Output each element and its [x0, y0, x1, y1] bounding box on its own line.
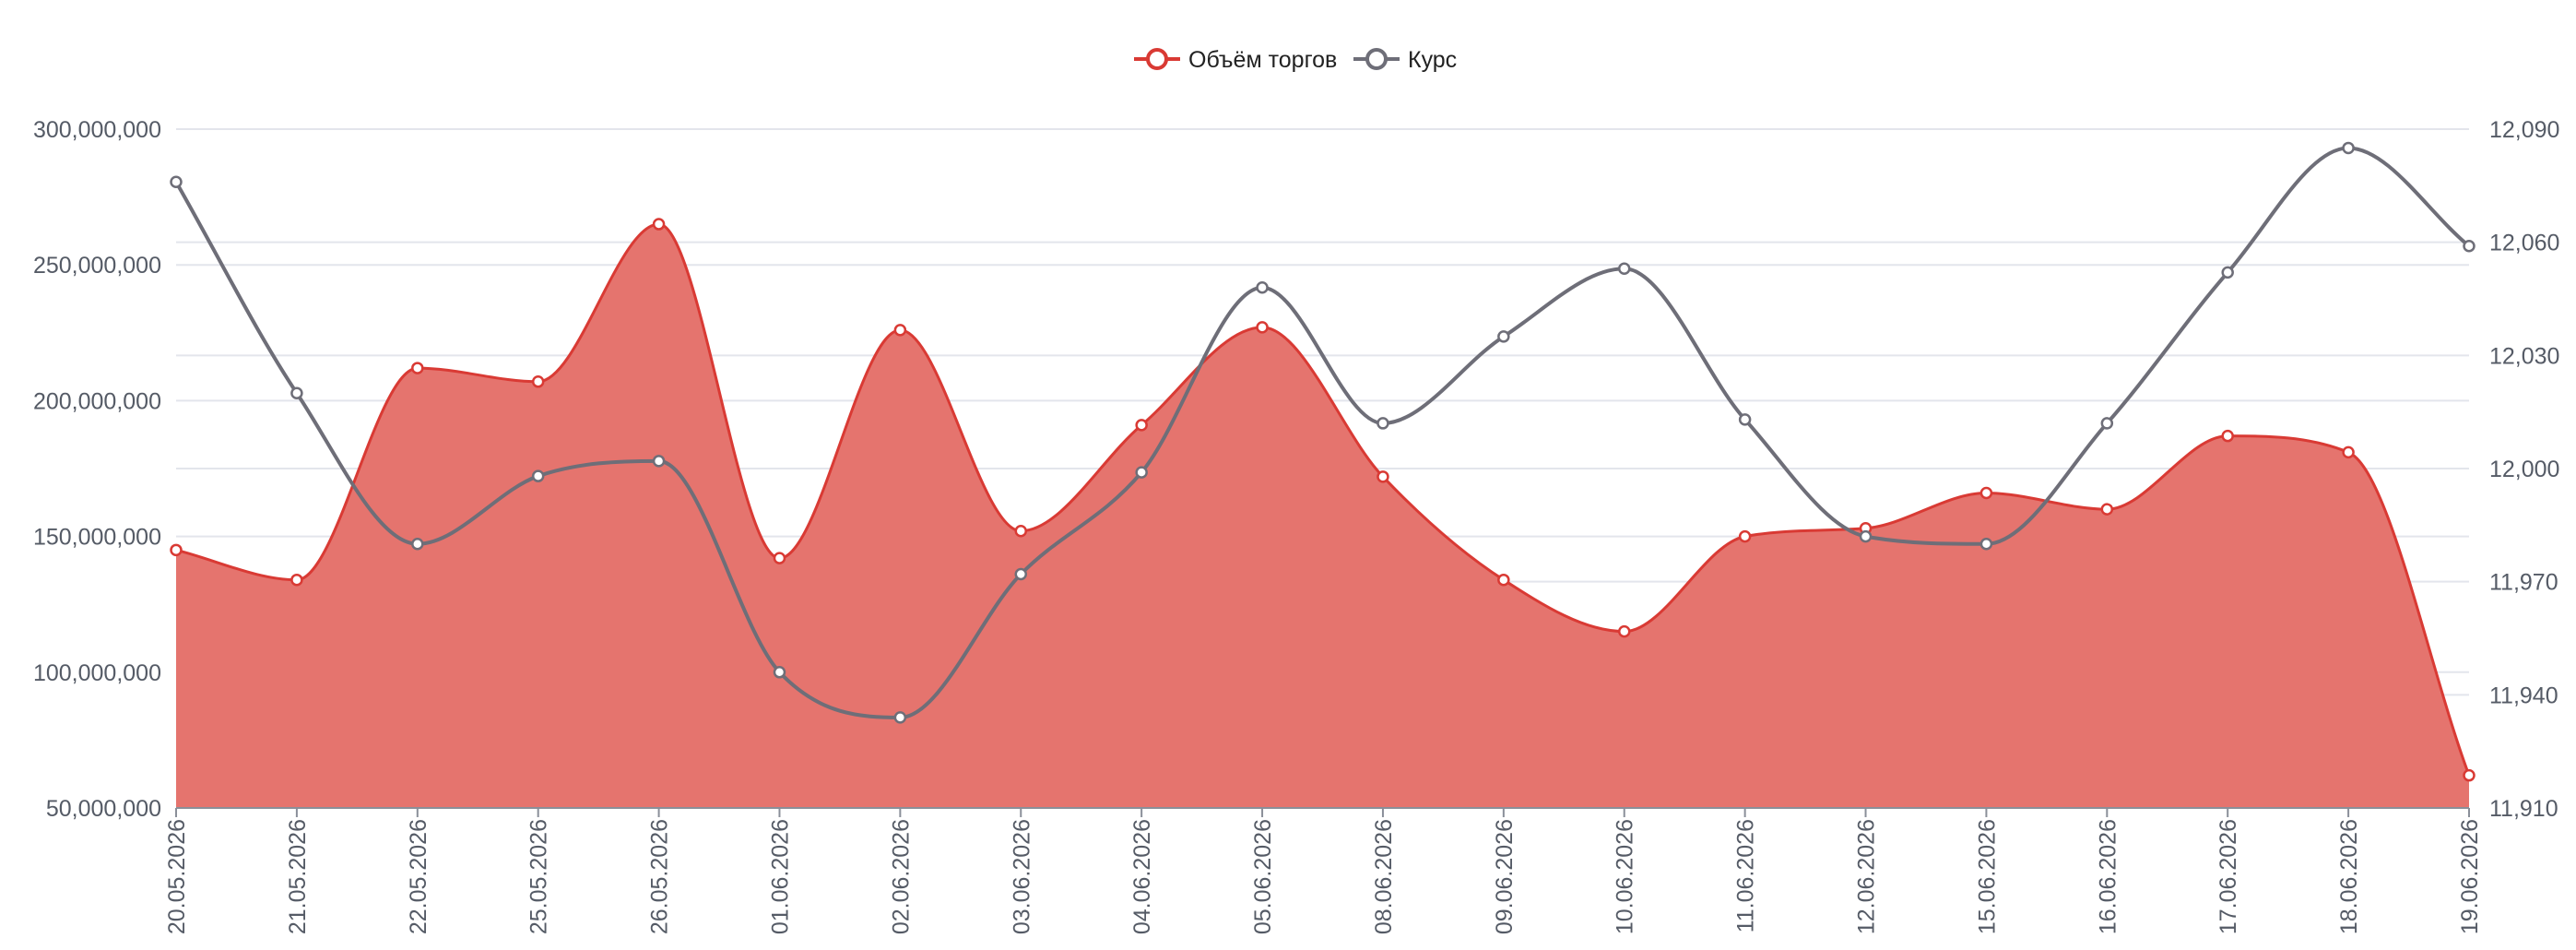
x-tick-label: 25.05.2026 — [526, 819, 552, 934]
rate-point-13[interactable] — [1738, 413, 1752, 426]
y-left-tick-label: 250,000,000 — [33, 253, 161, 279]
volume-point-17[interactable] — [2221, 429, 2234, 443]
x-tick-label: 15.06.2026 — [1974, 819, 2000, 934]
volume-point-5[interactable] — [773, 552, 786, 564]
y-right-tick-label: 11,910 — [2489, 796, 2558, 822]
x-tick-label: 17.06.2026 — [2216, 819, 2241, 934]
x-tick-label: 05.06.2026 — [1250, 819, 1276, 934]
legend-item-0[interactable]: Объём торгов — [1134, 47, 1337, 73]
volume-area — [175, 222, 2471, 808]
volume-point-2[interactable] — [411, 362, 424, 374]
y-right-tick-label: 11,970 — [2489, 570, 2558, 596]
y-right-tick-label: 12,030 — [2489, 343, 2559, 369]
x-tick-label: 09.06.2026 — [1492, 819, 1518, 934]
volume-point-6[interactable] — [893, 324, 907, 337]
volume-point-18[interactable] — [2342, 445, 2355, 459]
legend-label: Курс — [1408, 47, 1457, 73]
x-tick-label: 22.05.2026 — [406, 819, 431, 934]
volume-point-13[interactable] — [1738, 529, 1752, 543]
rate-point-19[interactable] — [2463, 240, 2476, 253]
x-tick-label: 02.06.2026 — [888, 819, 914, 934]
x-tick-label: 16.06.2026 — [2095, 819, 2121, 934]
rate-point-6[interactable] — [893, 711, 907, 724]
data-points — [170, 141, 2476, 782]
volume-point-12[interactable] — [1617, 624, 1631, 638]
rate-point-0[interactable] — [170, 175, 183, 188]
x-tick-label: 11.06.2026 — [1733, 819, 1759, 932]
legend-marker-icon — [1365, 48, 1388, 70]
x-tick-label: 08.06.2026 — [1371, 819, 1397, 934]
volume-line — [175, 222, 2471, 777]
volume-point-4[interactable] — [652, 218, 666, 231]
rate-point-9[interactable] — [1256, 280, 1269, 294]
legend-label: Объём торгов — [1188, 47, 1337, 73]
rate-point-1[interactable] — [290, 386, 303, 399]
rate-point-5[interactable] — [773, 666, 786, 679]
x-tick-label: 20.05.2026 — [164, 819, 190, 934]
y-right-tick-label: 12,090 — [2489, 117, 2559, 143]
rate-point-18[interactable] — [2342, 141, 2355, 155]
rate-point-7[interactable] — [1014, 567, 1028, 581]
x-tick-label: 01.06.2026 — [767, 819, 793, 934]
rate-point-12[interactable] — [1617, 262, 1631, 276]
x-tick-label: 19.06.2026 — [2457, 819, 2483, 934]
y-left-tick-label: 200,000,000 — [33, 388, 161, 414]
x-tick-label: 21.05.2026 — [285, 819, 311, 934]
axes: 50,000,000 100,000,000 150,000,000 200,000,… — [33, 117, 2560, 934]
y-right-tick-label: 12,060 — [2489, 231, 2559, 256]
volume-point-9[interactable] — [1256, 321, 1269, 334]
x-tick-label: 03.06.2026 — [1009, 819, 1034, 934]
rate-point-11[interactable] — [1497, 330, 1510, 343]
y-right-tick-label: 11,940 — [2489, 683, 2558, 708]
x-tick-label: 04.06.2026 — [1129, 819, 1155, 934]
y-left-tick-label: 50,000,000 — [46, 796, 161, 822]
volume-point-0[interactable] — [170, 543, 183, 557]
x-tick-label: 18.06.2026 — [2336, 819, 2362, 934]
rate-point-4[interactable] — [652, 455, 666, 468]
rate-point-16[interactable] — [2100, 417, 2114, 430]
x-tick-label: 12.06.2026 — [1854, 819, 1880, 934]
rate-point-2[interactable] — [411, 538, 424, 551]
volume-point-16[interactable] — [2100, 503, 2114, 516]
volume-point-10[interactable] — [1377, 470, 1389, 483]
volume-point-15[interactable] — [1979, 486, 1993, 500]
volume-point-7[interactable] — [1014, 524, 1028, 538]
y-right-tick-label: 12,000 — [2489, 457, 2559, 482]
rate-point-17[interactable] — [2221, 266, 2234, 279]
volume-point-1[interactable] — [290, 573, 303, 587]
volume-point-8[interactable] — [1135, 419, 1148, 432]
legend[interactable]: Объём торгов Курс — [1134, 47, 1457, 73]
rate-point-15[interactable] — [1979, 538, 1993, 551]
rate-point-3[interactable] — [531, 469, 545, 482]
volume-point-19[interactable] — [2463, 768, 2476, 782]
y-left-tick-label: 150,000,000 — [33, 525, 161, 551]
rate-point-10[interactable] — [1377, 417, 1389, 430]
rate-point-8[interactable] — [1135, 466, 1148, 479]
rate-point-14[interactable] — [1859, 529, 1873, 543]
legend-marker-icon — [1146, 48, 1168, 70]
y-left-tick-label: 100,000,000 — [33, 660, 161, 686]
volume-point-11[interactable] — [1497, 573, 1510, 587]
x-tick-label: 10.06.2026 — [1613, 819, 1638, 934]
y-left-tick-label: 300,000,000 — [33, 117, 161, 143]
volume-area-fill — [176, 224, 2469, 808]
x-tick-label: 26.05.2026 — [647, 819, 673, 934]
legend-item-1[interactable]: Курс — [1353, 47, 1457, 73]
volume-point-3[interactable] — [531, 375, 545, 388]
